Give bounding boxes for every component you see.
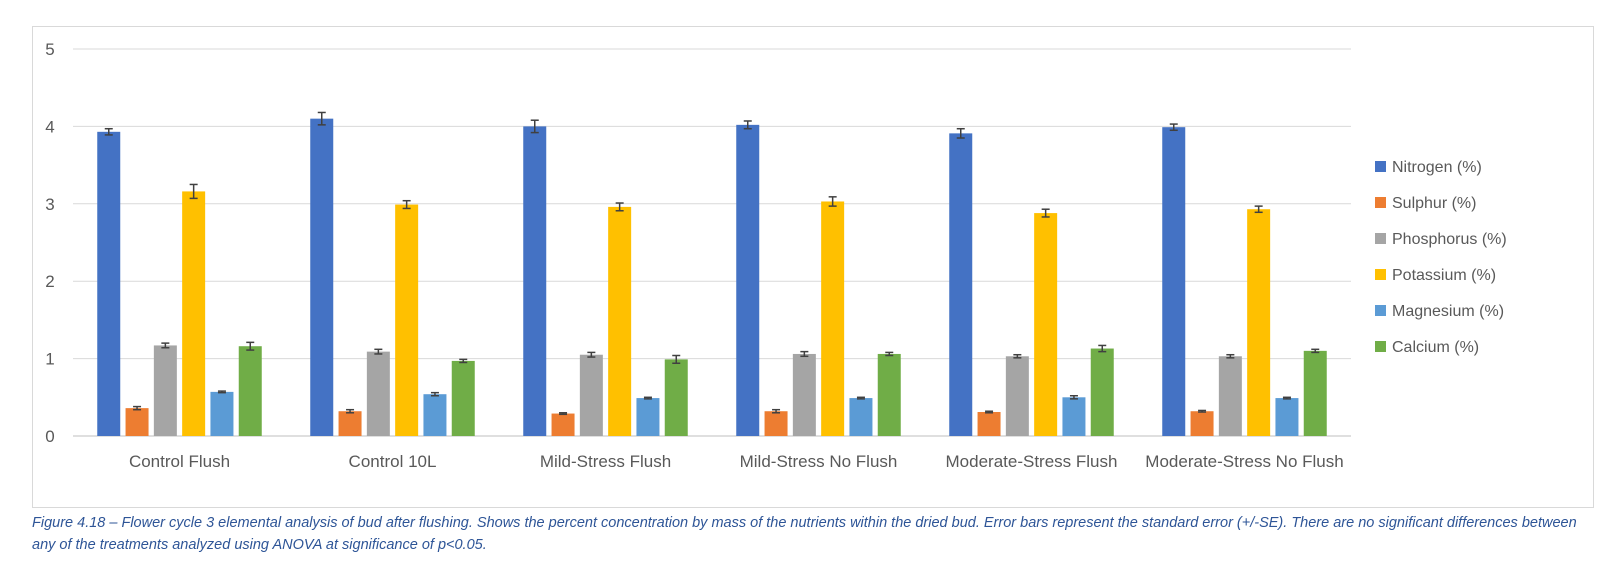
bar — [849, 398, 873, 436]
x-tick-label: Control Flush — [129, 452, 230, 471]
bar — [1275, 398, 1299, 436]
legend-item-label: Calcium (%) — [1392, 339, 1479, 356]
legend-swatch — [1375, 269, 1386, 280]
x-tick-label: Mild-Stress Flush — [540, 452, 671, 471]
bar — [764, 411, 788, 436]
bar — [338, 411, 362, 436]
bar — [579, 354, 603, 436]
x-tick-label: Moderate-Stress Flush — [946, 452, 1118, 471]
legend-swatch — [1375, 341, 1386, 352]
bar — [1034, 213, 1058, 436]
bar — [210, 391, 234, 436]
bar — [366, 351, 390, 436]
legend-item-label: Nitrogen (%) — [1392, 159, 1482, 176]
legend-item-label: Magnesium (%) — [1392, 303, 1504, 320]
bar — [310, 118, 334, 436]
y-tick-label: 4 — [45, 117, 54, 136]
bar — [423, 394, 447, 436]
bar — [1162, 127, 1186, 436]
legend-swatch — [1375, 305, 1386, 316]
bar — [1090, 348, 1114, 436]
legend-swatch — [1375, 233, 1386, 244]
y-tick-label: 1 — [45, 350, 54, 369]
legend-item-label: Potassium (%) — [1392, 267, 1496, 284]
bar — [1303, 350, 1327, 436]
legend-swatch — [1375, 197, 1386, 208]
bar — [1005, 356, 1029, 436]
bar-chart: 0 1 2 3 4 5 Control Flush Control 10L Mild-Stres… — [45, 40, 1507, 471]
bar — [451, 360, 475, 436]
figure-caption: Figure 4.18 – Flower cycle 3 elemental a… — [32, 515, 1577, 553]
bar — [153, 345, 177, 436]
y-tick-label: 3 — [45, 195, 54, 214]
y-tick-label: 2 — [45, 272, 54, 291]
legend-item-label: Sulphur (%) — [1392, 195, 1476, 212]
x-tick-label: Moderate-Stress No Flush — [1145, 452, 1343, 471]
bar — [792, 353, 816, 436]
bar — [636, 398, 660, 436]
bar — [238, 346, 262, 436]
bar — [736, 124, 760, 437]
bar — [125, 408, 149, 436]
bar — [821, 201, 845, 436]
legend-swatch — [1375, 161, 1386, 172]
bar — [877, 353, 901, 436]
x-tick-label: Mild-Stress No Flush — [740, 452, 898, 471]
legend-item-label: Phosphorus (%) — [1392, 231, 1507, 248]
bar — [664, 359, 688, 436]
y-tick-label: 0 — [45, 427, 54, 446]
bar — [1247, 209, 1271, 436]
bar — [551, 413, 575, 436]
chart-area: 0 1 2 3 4 5 Control Flush Control 10L Mild-Stres… — [32, 26, 1594, 508]
bar — [949, 133, 973, 436]
bar — [977, 412, 1001, 436]
y-tick-label: 5 — [45, 40, 54, 59]
bar — [608, 206, 632, 436]
bar — [97, 131, 121, 436]
bar — [523, 126, 547, 437]
bar — [395, 204, 419, 436]
bar — [1062, 397, 1086, 436]
bar — [1190, 411, 1214, 436]
bar — [182, 191, 206, 436]
x-tick-label: Control 10L — [349, 452, 437, 471]
bar — [1218, 356, 1242, 436]
